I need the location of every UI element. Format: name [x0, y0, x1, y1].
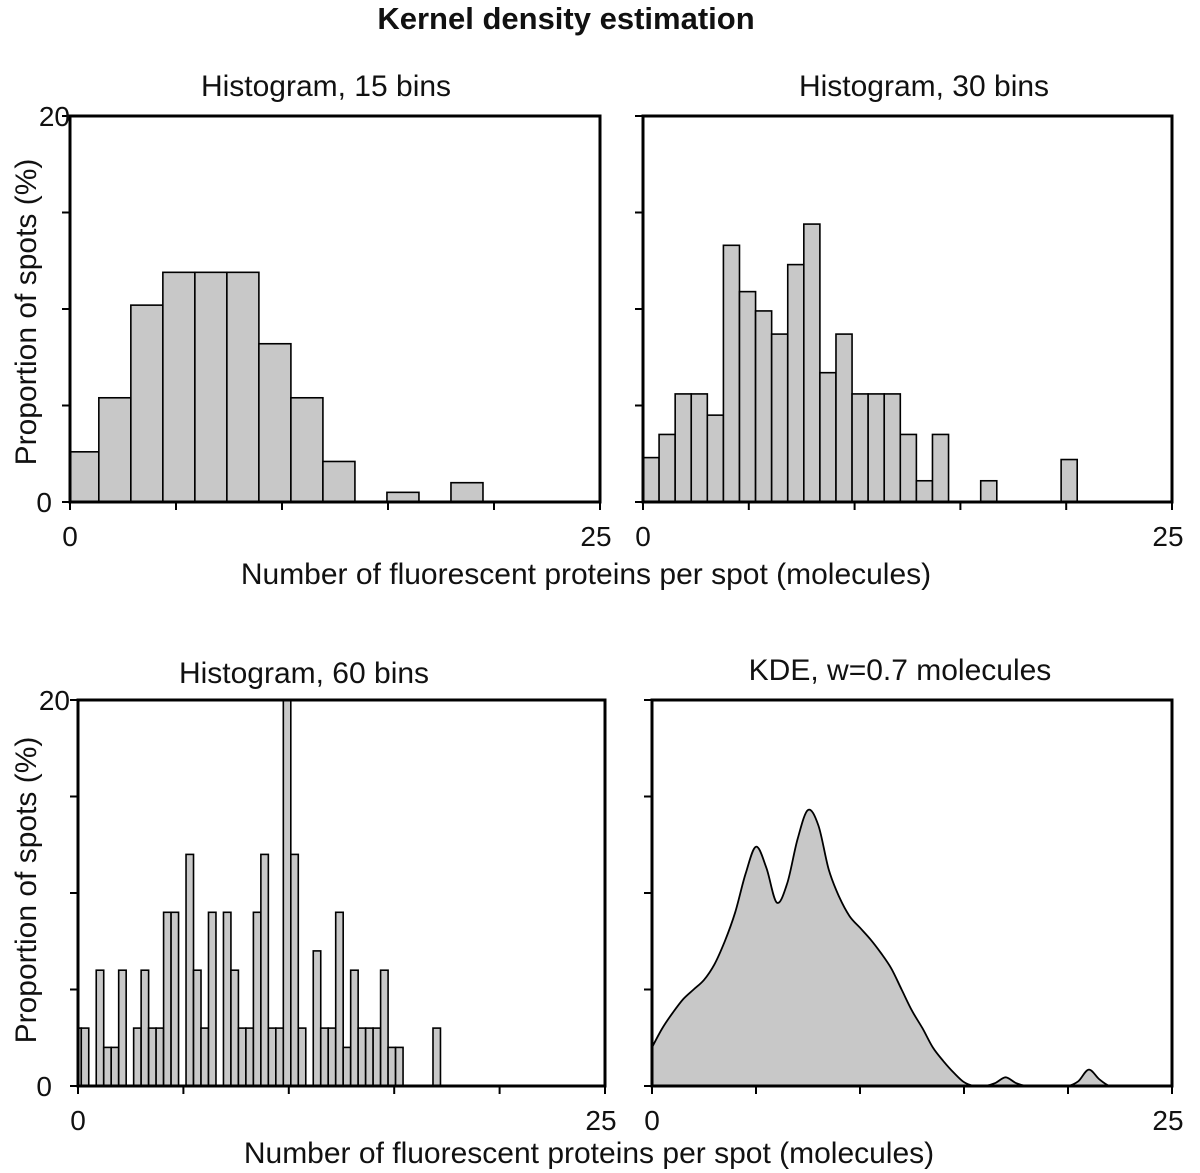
x-tick-label: 25 [1152, 521, 1183, 552]
histogram-bar [915, 479, 934, 503]
histogram-bar [658, 433, 676, 503]
histogram-bar [130, 304, 164, 503]
histogram-bar [98, 396, 132, 503]
histogram-bar [192, 969, 202, 1087]
histogram-bar [722, 244, 741, 503]
histogram-bar [819, 371, 837, 503]
histogram-bar [738, 290, 757, 503]
histogram-bar [754, 310, 773, 503]
histogram-bar [147, 1027, 157, 1087]
kde-curve [651, 808, 1172, 1087]
histogram-bar [327, 1027, 337, 1087]
histogram-bar [260, 853, 270, 1087]
histogram-bar [690, 393, 709, 503]
histogram-bar [372, 1027, 382, 1087]
histogram-bar [1060, 458, 1079, 503]
x-tick-label: 0 [62, 521, 78, 552]
y-tick-label: 0 [36, 1071, 52, 1102]
histogram-bar [450, 481, 484, 503]
histogram-bar [835, 333, 853, 503]
histogram-bar [387, 1046, 397, 1087]
histogram-bar [117, 969, 127, 1087]
x-tick-label: 25 [580, 521, 611, 552]
histogram-bar [185, 853, 195, 1087]
histogram-bar [230, 969, 240, 1087]
histogram-bar [786, 263, 805, 503]
histogram-bar [357, 1027, 367, 1087]
histogram-bar [322, 460, 356, 503]
histogram-bar [110, 1046, 120, 1087]
y-axis-label-top: Proportion of spots (%) [10, 159, 43, 466]
histogram-bar [245, 1027, 255, 1087]
histogram-bar [319, 1027, 330, 1087]
histogram-bar [931, 433, 950, 503]
histogram-bar [642, 456, 660, 503]
histogram-bar [349, 969, 359, 1087]
histogram-bar [297, 1027, 307, 1087]
histogram-bar [207, 911, 217, 1087]
histogram-bar [364, 1027, 374, 1087]
histogram-bar [342, 1046, 352, 1087]
histogram-bar [883, 393, 902, 503]
histogram-bar [252, 911, 262, 1087]
histogram-bar [674, 393, 693, 503]
histogram-bar [69, 451, 100, 503]
y-axis-label-bottom: Proportion of spots (%) [10, 737, 43, 1044]
x-tick-label: 25 [585, 1105, 616, 1136]
histogram-bar [394, 1046, 404, 1087]
histogram-bar [334, 911, 344, 1087]
histogram-bar [867, 393, 886, 503]
histogram-bar [899, 433, 918, 503]
histogram-bar [95, 969, 105, 1087]
histogram-bar [267, 1027, 277, 1087]
histogram-bar [979, 479, 998, 503]
histogram-bar [162, 271, 196, 503]
histogram-bar [379, 969, 389, 1087]
x-axis-label-top: Number of fluorescent proteins per spot … [241, 558, 931, 591]
panel-title: Histogram, 30 bins [799, 70, 1049, 103]
x-tick-label: 0 [644, 1105, 660, 1136]
histogram-bar [132, 1027, 142, 1087]
panel-histogram-60-bins: Histogram, 60 bins 0 25 0 20 [36, 657, 616, 1136]
histogram-bar [706, 414, 725, 503]
histogram-bar [155, 1027, 165, 1087]
histogram-bar [258, 342, 292, 503]
histogram-bar [432, 1027, 442, 1087]
histogram-bar [851, 393, 869, 503]
panel-histogram-15-bins: Histogram, 15 bins 0 25 0 20 [36, 70, 611, 552]
figure-title: Kernel density estimation [377, 1, 754, 36]
histogram-bar [312, 950, 322, 1087]
y-tick-label: 0 [36, 487, 52, 518]
histogram-bar [282, 699, 292, 1087]
panel-kde: KDE, w=0.7 molecules 0 25 [644, 654, 1184, 1136]
x-axis-label-bottom: Number of fluorescent proteins per spot … [244, 1137, 934, 1170]
x-tick-label: 25 [1152, 1105, 1183, 1136]
histogram-bar [237, 1027, 247, 1087]
histogram-bar [222, 911, 232, 1087]
panel-title: Histogram, 15 bins [201, 70, 451, 103]
x-tick-label: 0 [635, 521, 651, 552]
y-tick-label: 20 [39, 101, 70, 132]
histogram-bar [140, 969, 150, 1087]
panel-title: KDE, w=0.7 molecules [749, 654, 1052, 687]
histogram-bar [226, 271, 260, 503]
histogram-bar [275, 1027, 285, 1087]
histogram-bar [803, 223, 821, 503]
y-tick-label: 20 [39, 685, 70, 716]
histogram-bar [200, 1027, 210, 1087]
histogram-bar [102, 1046, 113, 1087]
histogram-bar [290, 853, 300, 1087]
histogram-bar [80, 1027, 90, 1087]
histogram-bar [170, 911, 180, 1087]
histogram-bar [194, 271, 228, 503]
x-tick-label: 0 [70, 1105, 86, 1136]
panel-histogram-30-bins: Histogram, 30 bins 0 25 [635, 70, 1184, 552]
histogram-bar [290, 396, 324, 503]
panel-title: Histogram, 60 bins [179, 657, 429, 690]
histogram-bar [162, 911, 172, 1087]
histogram-bar [770, 333, 789, 503]
